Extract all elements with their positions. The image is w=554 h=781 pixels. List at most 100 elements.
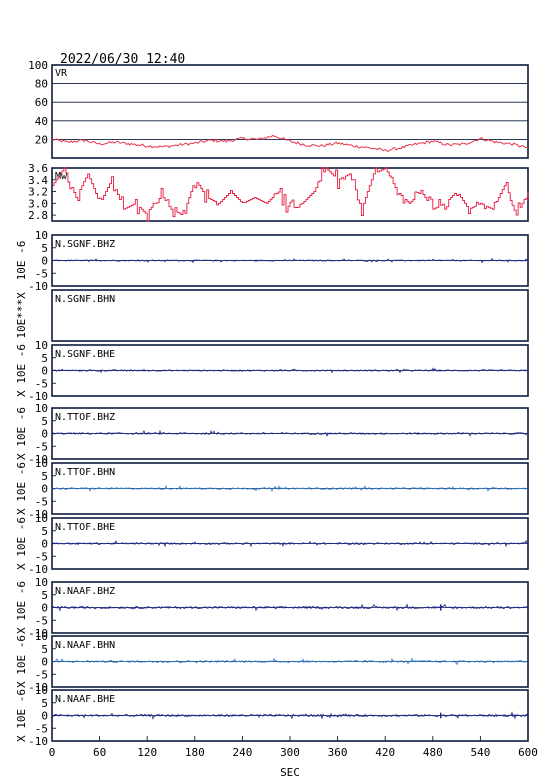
ytick-label: -10 <box>28 280 48 293</box>
x-axis: 0 60 120 180 240 300 360 420 480 540 600 SEC <box>49 736 538 779</box>
panel-label: N.NAAF.BHZ <box>55 586 115 597</box>
xtick-label: 600 <box>518 746 538 759</box>
ytick-label: 5 <box>41 697 48 710</box>
ytick-label: 5 <box>41 352 48 365</box>
panel-label: N.NAAF.BHE <box>55 694 115 705</box>
xtick-label: 540 <box>470 746 490 759</box>
ytick-label: 5 <box>41 470 48 483</box>
ytick-label: 0 <box>41 602 48 615</box>
waveform-trace <box>51 539 529 548</box>
xtick-label: 60 <box>93 746 106 759</box>
waveform-trace <box>51 711 529 720</box>
xtick-label: 360 <box>328 746 348 759</box>
xtick-label: 240 <box>232 746 252 759</box>
ytick-label: 0 <box>41 365 48 378</box>
ytick-label: 5 <box>41 242 48 255</box>
ytick-label: -5 <box>35 668 48 681</box>
ytick-label: -10 <box>28 508 48 521</box>
x-axis-label: SEC <box>280 766 300 779</box>
ytick-label: 0 <box>41 255 48 268</box>
ytick-label: 10 <box>35 339 48 352</box>
panel-label: VR <box>55 68 68 79</box>
y-axis-label: X 10E -6 <box>15 689 28 742</box>
ytick-label: 10 <box>35 512 48 525</box>
xtick-label: 300 <box>280 746 300 759</box>
ytick-label: 0 <box>41 656 48 669</box>
chart-title: 2022/06/30 12:40 <box>60 52 185 67</box>
xtick-label: 480 <box>423 746 443 759</box>
ytick-label: -10 <box>28 563 48 576</box>
panel-frame <box>51 289 529 342</box>
y-axis-label: X 10E -6 <box>15 462 28 515</box>
ytick-label: -5 <box>35 614 48 627</box>
ytick-label: 10 <box>35 457 48 470</box>
waveform-trace <box>51 657 529 666</box>
panel-label: N.TTOF.BHE <box>55 522 115 533</box>
panel-label: Mw <box>55 171 68 182</box>
vr-series-line <box>51 134 529 152</box>
waveform-trace <box>51 603 529 612</box>
waveform-trace <box>51 257 528 264</box>
y-axis-label: 10E -6 <box>15 241 28 281</box>
ytick-label: -10 <box>28 453 48 466</box>
ytick-label: 10 <box>35 229 48 242</box>
ytick-label: 5 <box>41 415 48 428</box>
ytick-label: 100 <box>28 59 48 72</box>
ytick-label: 5 <box>41 589 48 602</box>
panel-1: 2.83.03.23.43.6 Mw <box>28 162 529 222</box>
panel-label: N.NAAF.BHN <box>55 640 115 651</box>
panel-3: N.SGNF.BHN 10E***X <box>15 289 529 342</box>
ytick-label: 10 <box>35 402 48 415</box>
ytick-label: 3.2 <box>28 186 48 199</box>
ytick-label: -5 <box>35 267 48 280</box>
ytick-label: 3.0 <box>28 197 48 210</box>
ytick-label: 0 <box>41 428 48 441</box>
ytick-label: -5 <box>35 377 48 390</box>
panel-label: N.SGNF.BHN <box>55 294 115 305</box>
panel-0: 20 40 60 80 100 VR <box>28 59 529 159</box>
panel-label: N.TTOF.BHN <box>55 467 115 478</box>
panels-group: 20406080100VR2.83.03.23.43.6Mw1050-5-10N… <box>15 59 529 748</box>
ytick-label: 20 <box>35 133 48 146</box>
xtick-label: 420 <box>375 746 395 759</box>
y-axis-label: X 10E -6 <box>15 635 28 688</box>
panel-label: N.SGNF.BHE <box>55 349 115 360</box>
ytick-label: 60 <box>35 96 48 109</box>
panel-label: N.TTOF.BHZ <box>55 412 115 423</box>
mw-series-line <box>52 167 529 222</box>
panel-label: N.SGNF.BHZ <box>55 239 115 250</box>
ytick-label: -10 <box>28 735 48 748</box>
waveform-trace <box>51 429 529 438</box>
y-axis-label: X 10E -6 <box>15 581 28 634</box>
y-axis-label: X 10E -6 <box>15 517 28 570</box>
ytick-label: -5 <box>35 550 48 563</box>
ytick-label: 5 <box>41 525 48 538</box>
ytick-label: 0 <box>41 710 48 723</box>
ytick-label: -10 <box>28 390 48 403</box>
ytick-label: -10 <box>28 627 48 640</box>
y-axis-label: X 10E -6 <box>15 344 28 397</box>
ytick-label: 5 <box>41 643 48 656</box>
xtick-label: 180 <box>185 746 205 759</box>
y-axis-label: X 10E -6 <box>15 407 28 460</box>
waveform-trace <box>51 485 529 493</box>
ytick-label: 0 <box>41 538 48 551</box>
ytick-label: -5 <box>35 440 48 453</box>
xtick-label: 120 <box>137 746 157 759</box>
ytick-label: 40 <box>35 115 48 128</box>
ytick-label: 2.8 <box>28 209 48 222</box>
panel-frame <box>51 64 529 159</box>
ytick-label: -10 <box>28 681 48 694</box>
ytick-label: 3.6 <box>28 162 48 175</box>
ytick-label: 10 <box>35 630 48 643</box>
ytick-label: 10 <box>35 684 48 697</box>
ytick-label: 3.4 <box>28 174 48 187</box>
